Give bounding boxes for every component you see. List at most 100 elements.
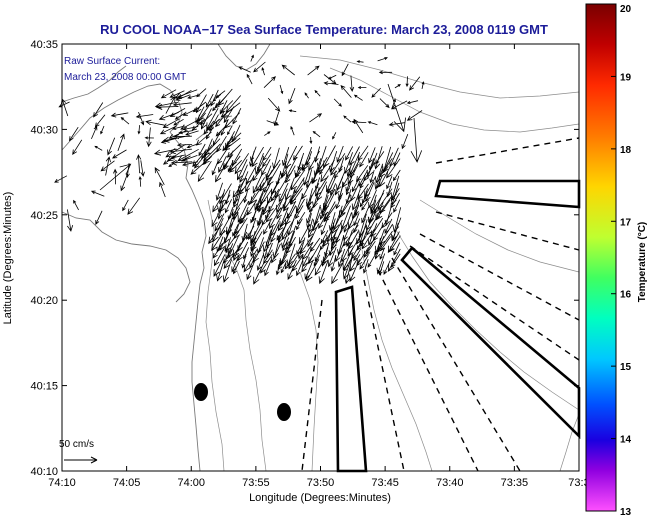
- current-vector: [280, 260, 287, 274]
- current-vector: [120, 173, 128, 192]
- current-vector: [320, 230, 329, 244]
- current-vector: [250, 211, 257, 224]
- current-vector: [374, 146, 383, 170]
- current-vector: [323, 81, 339, 86]
- current-vector: [215, 113, 227, 128]
- current-vector: [349, 259, 360, 283]
- current-vector: [378, 261, 385, 276]
- current-vector: [219, 229, 231, 251]
- current-vector: [384, 218, 393, 234]
- current-vector: [250, 241, 257, 258]
- current-vector: [326, 170, 337, 193]
- current-vector: [320, 218, 329, 236]
- current-vector: [231, 254, 240, 273]
- current-vector: [342, 254, 354, 280]
- current-vector: [213, 247, 225, 267]
- current-vector: [296, 259, 304, 277]
- current-vector: [287, 259, 297, 281]
- current-vector: [232, 207, 241, 220]
- current-vector: [257, 157, 265, 173]
- current-vector: [333, 98, 342, 107]
- current-vector: [375, 151, 385, 165]
- current-vector: [187, 94, 200, 99]
- current-vector: [175, 94, 191, 101]
- current-vector: [224, 237, 231, 254]
- current-vector: [93, 102, 104, 118]
- current-vector: [366, 152, 378, 178]
- current-vector: [294, 164, 305, 179]
- current-vector: [406, 110, 423, 121]
- colorbar-tick-label: 17: [620, 217, 632, 228]
- colorbar-tick-label: 13: [620, 507, 632, 518]
- current-vector: [365, 240, 376, 255]
- current-vector: [69, 126, 79, 142]
- current-vector: [140, 160, 145, 177]
- current-vector: [107, 137, 116, 156]
- current-vector: [195, 131, 212, 146]
- current-vector: [353, 118, 364, 134]
- current-vector: [212, 192, 225, 213]
- current-vector: [410, 117, 423, 163]
- current-vector: [212, 242, 223, 259]
- current-vector: [314, 89, 321, 97]
- current-vector: [216, 258, 225, 282]
- current-vector: [297, 156, 303, 171]
- colorbar-ticks: 20 19 18 17 16 15 14 13: [611, 3, 632, 518]
- current-vector: [405, 76, 409, 88]
- current-vector: [232, 183, 241, 205]
- x-tick-label: 74:05: [113, 477, 141, 489]
- current-vector: [197, 160, 212, 182]
- current-vector: [347, 235, 361, 257]
- current-vector: [165, 95, 176, 114]
- current-vector: [212, 100, 221, 112]
- current-vector: [389, 235, 401, 253]
- current-vector: [341, 63, 349, 77]
- current-vector: [359, 194, 368, 208]
- current-vector: [217, 148, 228, 165]
- current-vector: [359, 254, 369, 270]
- colorbar-label: Temperature (°C): [637, 222, 648, 303]
- current-vector: [343, 212, 352, 233]
- current-vector: [359, 175, 367, 189]
- current-vector: [356, 60, 364, 64]
- current-vector: [309, 136, 313, 145]
- current-vector: [330, 255, 337, 272]
- current-vector: [250, 230, 256, 245]
- current-vector: [345, 182, 352, 196]
- current-vector: [331, 260, 345, 285]
- current-vector: [281, 64, 295, 76]
- chart-title: RU COOL NOAA−17 Sea Surface Temperature:…: [100, 22, 548, 37]
- current-vector: [249, 150, 255, 167]
- current-vector: [248, 193, 256, 206]
- colorbar-tick-label: 18: [620, 145, 632, 156]
- current-vector: [353, 212, 360, 227]
- current-vector: [237, 231, 248, 252]
- current-vector: [388, 122, 405, 127]
- current-vector: [290, 125, 295, 136]
- current-vector: [345, 146, 354, 161]
- current-vector: [296, 211, 306, 225]
- current-vector: [314, 254, 328, 276]
- current-vector: [256, 177, 265, 192]
- current-vector: [356, 235, 367, 251]
- current-vector: [266, 120, 280, 126]
- current-vector: [72, 139, 83, 155]
- current-vector: [198, 143, 206, 157]
- current-vector: [367, 255, 375, 268]
- current-vector: [409, 76, 421, 91]
- current-vector: [280, 153, 289, 179]
- current-vector: [223, 106, 235, 124]
- current-vector: [90, 190, 105, 197]
- current-vector: [362, 259, 369, 274]
- buoy-marker-1: [194, 383, 208, 401]
- current-vector: [239, 211, 249, 225]
- plot-area: Raw Surface Current: March 23, 2008 00:0…: [54, 43, 581, 473]
- current-vector: [353, 94, 363, 101]
- y-axis-label: Latitude (Degrees:Minutes): [2, 192, 14, 325]
- current-vector: [353, 248, 362, 262]
- current-vector: [246, 199, 258, 216]
- current-vector: [387, 83, 406, 133]
- current-vector: [296, 218, 303, 231]
- current-vector: [392, 169, 401, 182]
- current-vector: [305, 151, 313, 167]
